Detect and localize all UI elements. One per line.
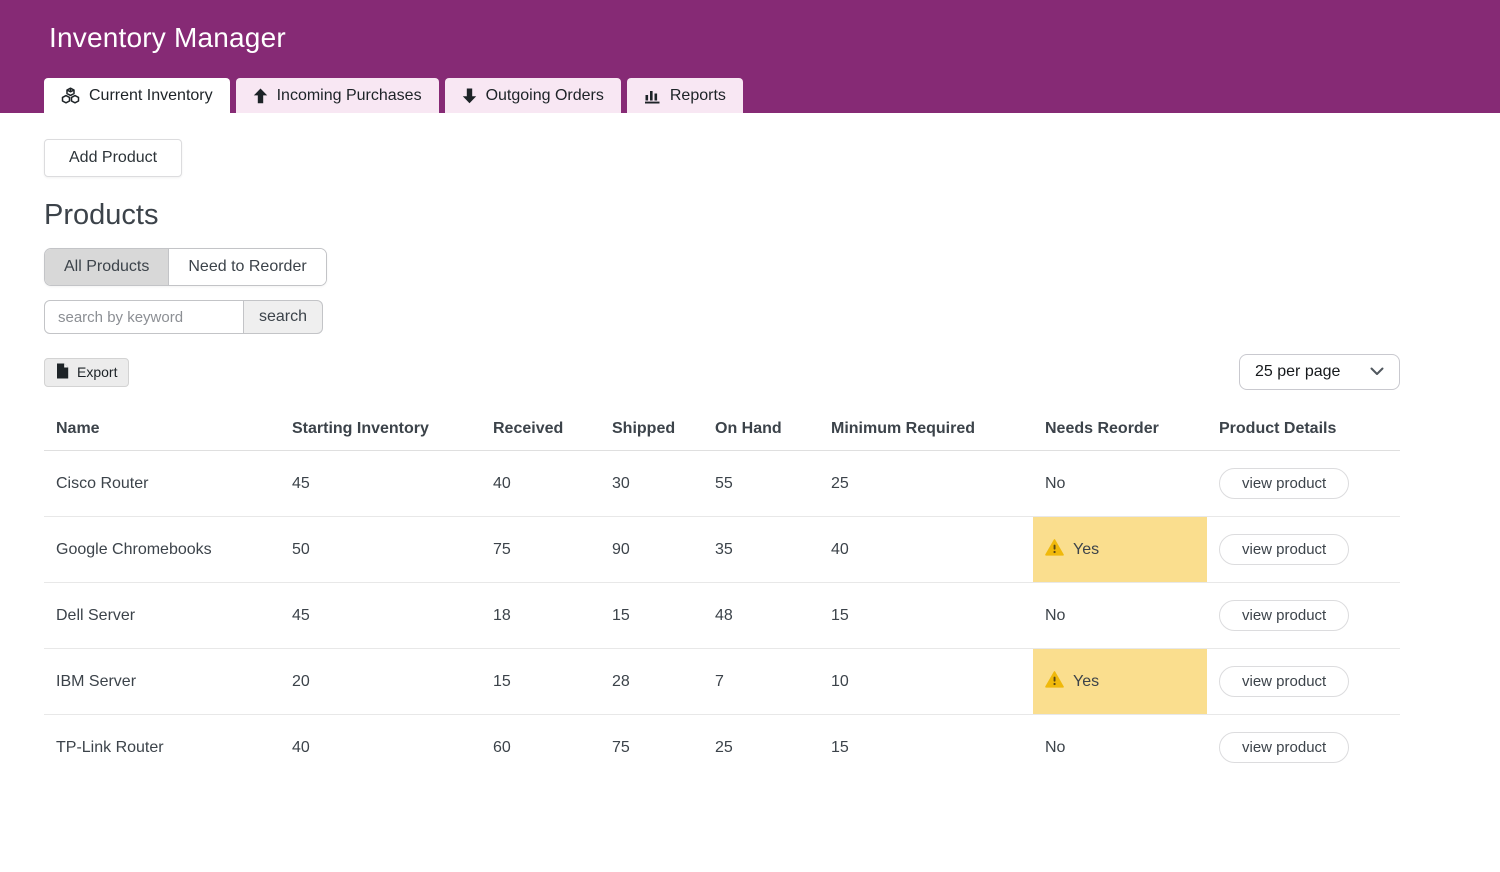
cell-product-details: view product bbox=[1207, 715, 1400, 781]
tab-label: Reports bbox=[670, 87, 726, 105]
cell-product-details: view product bbox=[1207, 517, 1400, 583]
export-button[interactable]: Export bbox=[44, 358, 129, 387]
table-header-row: Name Starting Inventory Received Shipped… bbox=[44, 411, 1400, 451]
cell-shipped: 15 bbox=[600, 583, 703, 649]
filter-need-to-reorder[interactable]: Need to Reorder bbox=[168, 249, 325, 285]
cell-name: TP-Link Router bbox=[44, 715, 280, 781]
arrow-down-icon bbox=[462, 88, 477, 104]
tab-label: Outgoing Orders bbox=[486, 87, 604, 105]
cell-on-hand: 35 bbox=[703, 517, 819, 583]
per-page-value: 25 per page bbox=[1255, 363, 1340, 381]
needs-reorder-value: Yes bbox=[1073, 541, 1099, 559]
search-input[interactable] bbox=[44, 300, 244, 334]
col-minimum-required: Minimum Required bbox=[819, 411, 1033, 451]
cell-shipped: 30 bbox=[600, 451, 703, 517]
col-on-hand: On Hand bbox=[703, 411, 819, 451]
cell-product-details: view product bbox=[1207, 649, 1400, 715]
main-content: Add Product Products All Products Need t… bbox=[0, 113, 1500, 781]
cell-on-hand: 7 bbox=[703, 649, 819, 715]
table-row: Google Chromebooks 50 75 90 35 40 bbox=[44, 517, 1400, 583]
table-row: Dell Server 45 18 15 48 15 No view produ… bbox=[44, 583, 1400, 649]
view-product-button[interactable]: view product bbox=[1219, 534, 1349, 565]
cell-received: 60 bbox=[481, 715, 600, 781]
cell-received: 18 bbox=[481, 583, 600, 649]
cell-shipped: 90 bbox=[600, 517, 703, 583]
needs-reorder-value: Yes bbox=[1073, 673, 1099, 691]
products-table: Name Starting Inventory Received Shipped… bbox=[44, 411, 1400, 781]
cell-on-hand: 25 bbox=[703, 715, 819, 781]
cell-on-hand: 55 bbox=[703, 451, 819, 517]
cell-needs-reorder: No bbox=[1033, 451, 1207, 517]
cell-starting-inventory: 50 bbox=[280, 517, 481, 583]
view-product-button[interactable]: view product bbox=[1219, 468, 1349, 499]
tab-incoming-purchases[interactable]: Incoming Purchases bbox=[236, 78, 439, 113]
app-header: Inventory Manager Current Inventory bbox=[0, 0, 1500, 113]
table-row: Cisco Router 45 40 30 55 25 No view prod… bbox=[44, 451, 1400, 517]
table-row: TP-Link Router 40 60 75 25 15 No view pr… bbox=[44, 715, 1400, 781]
table-row: IBM Server 20 15 28 7 10 bbox=[44, 649, 1400, 715]
cell-minimum-required: 15 bbox=[819, 715, 1033, 781]
warning-icon bbox=[1045, 539, 1064, 561]
app-title: Inventory Manager bbox=[0, 0, 1500, 54]
col-needs-reorder: Needs Reorder bbox=[1033, 411, 1207, 451]
table-toolbar: Export 25 per page bbox=[44, 354, 1400, 390]
cell-name: Dell Server bbox=[44, 583, 280, 649]
export-label: Export bbox=[77, 364, 117, 380]
view-product-button[interactable]: view product bbox=[1219, 600, 1349, 631]
cell-on-hand: 48 bbox=[703, 583, 819, 649]
tab-current-inventory[interactable]: Current Inventory bbox=[44, 78, 230, 113]
tab-bar: Current Inventory Incoming Purchases Out… bbox=[44, 78, 1500, 113]
cell-name: IBM Server bbox=[44, 649, 280, 715]
arrow-up-icon bbox=[253, 88, 268, 104]
cell-needs-reorder: Yes bbox=[1033, 517, 1207, 583]
cell-minimum-required: 15 bbox=[819, 583, 1033, 649]
col-received: Received bbox=[481, 411, 600, 451]
tab-reports[interactable]: Reports bbox=[627, 78, 743, 113]
add-product-button[interactable]: Add Product bbox=[44, 139, 182, 177]
cell-starting-inventory: 45 bbox=[280, 451, 481, 517]
warning-icon bbox=[1045, 671, 1064, 693]
cell-starting-inventory: 45 bbox=[280, 583, 481, 649]
product-filter-group: All Products Need to Reorder bbox=[44, 248, 327, 286]
cell-needs-reorder: Yes bbox=[1033, 649, 1207, 715]
cubes-icon bbox=[61, 87, 80, 104]
cell-minimum-required: 10 bbox=[819, 649, 1033, 715]
chevron-down-icon bbox=[1370, 363, 1384, 381]
tab-label: Incoming Purchases bbox=[277, 87, 422, 105]
filter-all-products[interactable]: All Products bbox=[45, 249, 168, 285]
per-page-select[interactable]: 25 per page bbox=[1239, 354, 1400, 390]
cell-shipped: 75 bbox=[600, 715, 703, 781]
view-product-button[interactable]: view product bbox=[1219, 666, 1349, 697]
cell-needs-reorder: No bbox=[1033, 715, 1207, 781]
bar-chart-icon bbox=[644, 88, 661, 104]
cell-minimum-required: 25 bbox=[819, 451, 1033, 517]
page-title: Products bbox=[44, 199, 1400, 232]
cell-received: 15 bbox=[481, 649, 600, 715]
cell-name: Google Chromebooks bbox=[44, 517, 280, 583]
search-button[interactable]: search bbox=[244, 300, 323, 334]
tab-label: Current Inventory bbox=[89, 87, 213, 105]
view-product-button[interactable]: view product bbox=[1219, 732, 1349, 763]
cell-received: 40 bbox=[481, 451, 600, 517]
cell-shipped: 28 bbox=[600, 649, 703, 715]
search-form: search bbox=[44, 300, 1400, 334]
col-name: Name bbox=[44, 411, 280, 451]
cell-product-details: view product bbox=[1207, 583, 1400, 649]
cell-name: Cisco Router bbox=[44, 451, 280, 517]
cell-starting-inventory: 40 bbox=[280, 715, 481, 781]
file-icon bbox=[56, 363, 69, 382]
cell-needs-reorder: No bbox=[1033, 583, 1207, 649]
tab-outgoing-orders[interactable]: Outgoing Orders bbox=[445, 78, 621, 113]
col-shipped: Shipped bbox=[600, 411, 703, 451]
cell-minimum-required: 40 bbox=[819, 517, 1033, 583]
cell-starting-inventory: 20 bbox=[280, 649, 481, 715]
col-starting-inventory: Starting Inventory bbox=[280, 411, 481, 451]
cell-received: 75 bbox=[481, 517, 600, 583]
cell-product-details: view product bbox=[1207, 451, 1400, 517]
col-product-details: Product Details bbox=[1207, 411, 1400, 451]
